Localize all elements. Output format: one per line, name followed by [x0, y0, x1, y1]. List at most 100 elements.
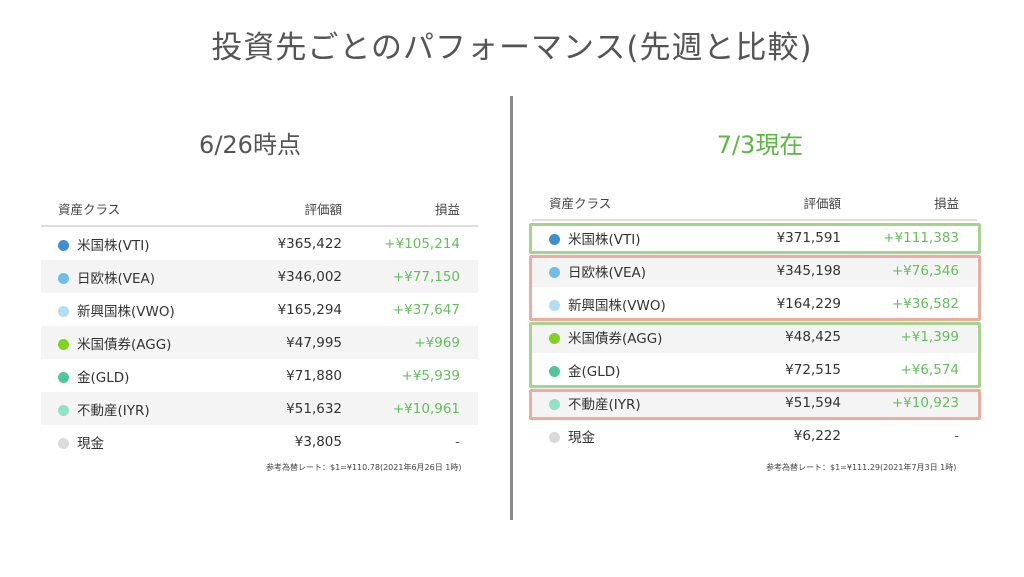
asset-name: 不動産(IYR) [77, 402, 150, 419]
asset-name: 米国株(VTI) [77, 237, 150, 254]
asset-name-cell: 日欧株(VEA) [532, 254, 691, 287]
table-row: 新興国株(VWO) ¥164,229 +¥36,582 [532, 287, 977, 320]
gain-cell: - [455, 433, 460, 450]
valuation-cell: ¥345,198 [691, 254, 841, 287]
asset-color-dot-icon [549, 266, 560, 278]
valuation-cell: ¥6,222 [793, 427, 841, 444]
gain-cell: +¥10,923 [841, 386, 977, 419]
asset-color-dot-icon [549, 332, 560, 344]
valuation-cell: ¥71,880 [286, 367, 342, 384]
gain-cell: +¥105,214 [384, 235, 460, 252]
valuation-cell: ¥165,294 [277, 301, 342, 318]
valuation-cell: ¥164,229 [776, 295, 841, 312]
asset-color-dot-icon [58, 338, 69, 350]
gain-cell: +¥969 [342, 326, 478, 359]
left-table-body: 米国株(VTI) ¥365,422 +¥105,214 日欧株(VEA) ¥346,00… [41, 226, 478, 458]
header-valuation: 評価額 [192, 192, 342, 227]
table-row: 金(GLD) ¥72,515 +¥6,574 [532, 353, 977, 386]
asset-name-cell: 米国株(VTI) [41, 226, 192, 260]
asset-name: 新興国株(VWO) [568, 297, 666, 314]
valuation-cell: ¥72,515 [785, 361, 841, 378]
asset-name-cell: 現金 [532, 419, 691, 452]
asset-color-dot-icon [58, 239, 69, 251]
asset-color-dot-icon [58, 371, 69, 383]
gain-cell: - [954, 427, 959, 444]
asset-color-dot-icon [549, 233, 560, 245]
asset-name: 米国債券(AGG) [568, 330, 663, 347]
header-asset-class: 資産クラス [532, 186, 691, 221]
asset-name-cell: 新興国株(VWO) [41, 293, 192, 326]
table-row: 日欧株(VEA) ¥346,002 +¥77,150 [41, 260, 478, 293]
header-asset-class: 資産クラス [41, 192, 192, 227]
page-title: 投資先ごとのパフォーマンス(先週と比較) [211, 30, 813, 66]
asset-color-dot-icon [549, 398, 560, 410]
asset-name-cell: 米国債券(AGG) [41, 326, 192, 359]
gain-cell: +¥10,961 [342, 392, 478, 425]
asset-name: 新興国株(VWO) [77, 303, 175, 320]
asset-name: 日欧株(VEA) [77, 270, 156, 287]
valuation-cell: ¥48,425 [691, 320, 841, 353]
asset-name-cell: 現金 [41, 425, 192, 458]
asset-name: 日欧株(VEA) [568, 264, 647, 281]
left-exchange-rate-note: 参考為替レート：$1=¥110.78(2021年6月26日 1時) [266, 463, 462, 472]
table-header-row: 資産クラス 評価額 損益 [41, 192, 478, 227]
asset-name-cell: 金(GLD) [41, 359, 192, 392]
asset-name: 金(GLD) [77, 369, 130, 386]
asset-color-dot-icon [549, 431, 560, 443]
asset-color-dot-icon [58, 305, 69, 317]
left-holdings-table: 資産クラス 評価額 損益 米国株(VTI) ¥365,422 +¥105,214 日欧… [41, 192, 478, 458]
table-row: 新興国株(VWO) ¥165,294 +¥37,647 [41, 293, 478, 326]
asset-color-dot-icon [58, 437, 69, 449]
asset-name: 米国債券(AGG) [77, 336, 172, 353]
right-exchange-rate-note: 参考為替レート：$1=¥111.29(2021年7月3日 1時) [766, 463, 957, 472]
asset-name-cell: 日欧株(VEA) [41, 260, 192, 293]
table-row: 金(GLD) ¥71,880 +¥5,939 [41, 359, 478, 392]
gain-cell: +¥6,574 [900, 361, 959, 378]
valuation-cell: ¥51,594 [691, 386, 841, 419]
right-table-body: 米国株(VTI) ¥371,591 +¥111,383 日欧株(VEA) ¥345,19… [532, 220, 977, 452]
asset-name-cell: 米国株(VTI) [532, 220, 691, 254]
table-row: 米国株(VTI) ¥365,422 +¥105,214 [41, 226, 478, 260]
valuation-cell: ¥3,805 [294, 433, 342, 450]
asset-name-cell: 新興国株(VWO) [532, 287, 691, 320]
asset-name: 米国株(VTI) [568, 231, 641, 248]
asset-color-dot-icon [58, 272, 69, 284]
asset-name-cell: 不動産(IYR) [532, 386, 691, 419]
asset-color-dot-icon [58, 404, 69, 416]
header-valuation: 評価額 [691, 186, 841, 221]
header-gain: 損益 [342, 192, 478, 227]
table-row: 米国債券(AGG) ¥48,425 +¥1,399 [532, 320, 977, 353]
right-holdings-table: 資産クラス 評価額 損益 米国株(VTI) ¥371,591 +¥111,383 日欧… [532, 186, 977, 452]
panel-divider [510, 96, 513, 520]
asset-name: 不動産(IYR) [568, 396, 641, 413]
table-row: 日欧株(VEA) ¥345,198 +¥76,346 [532, 254, 977, 287]
asset-name: 現金 [77, 435, 104, 452]
table-row: 米国債券(AGG) ¥47,995 +¥969 [41, 326, 478, 359]
table-row: 米国株(VTI) ¥371,591 +¥111,383 [532, 220, 977, 254]
valuation-cell: ¥47,995 [192, 326, 342, 359]
gain-cell: +¥37,647 [392, 301, 460, 318]
gain-cell: +¥76,346 [841, 254, 977, 287]
gain-cell: +¥1,399 [841, 320, 977, 353]
valuation-cell: ¥51,632 [192, 392, 342, 425]
table-row: 現金 ¥3,805 - [41, 425, 478, 458]
gain-cell: +¥111,383 [883, 229, 959, 246]
asset-name-cell: 不動産(IYR) [41, 392, 192, 425]
gain-cell: +¥77,150 [342, 260, 478, 293]
table-row: 不動産(IYR) ¥51,594 +¥10,923 [532, 386, 977, 419]
header-gain: 損益 [841, 186, 977, 221]
gain-cell: +¥5,939 [401, 367, 460, 384]
table-row: 現金 ¥6,222 - [532, 419, 977, 452]
asset-name: 金(GLD) [568, 363, 621, 380]
gain-cell: +¥36,582 [891, 295, 959, 312]
asset-color-dot-icon [549, 365, 560, 377]
asset-name: 現金 [568, 429, 595, 446]
table-row: 不動産(IYR) ¥51,632 +¥10,961 [41, 392, 478, 425]
asset-name-cell: 金(GLD) [532, 353, 691, 386]
asset-color-dot-icon [549, 299, 560, 311]
valuation-cell: ¥371,591 [776, 229, 841, 246]
right-panel-title: 7/3現在 [716, 131, 804, 159]
valuation-cell: ¥365,422 [277, 235, 342, 252]
asset-name-cell: 米国債券(AGG) [532, 320, 691, 353]
valuation-cell: ¥346,002 [192, 260, 342, 293]
